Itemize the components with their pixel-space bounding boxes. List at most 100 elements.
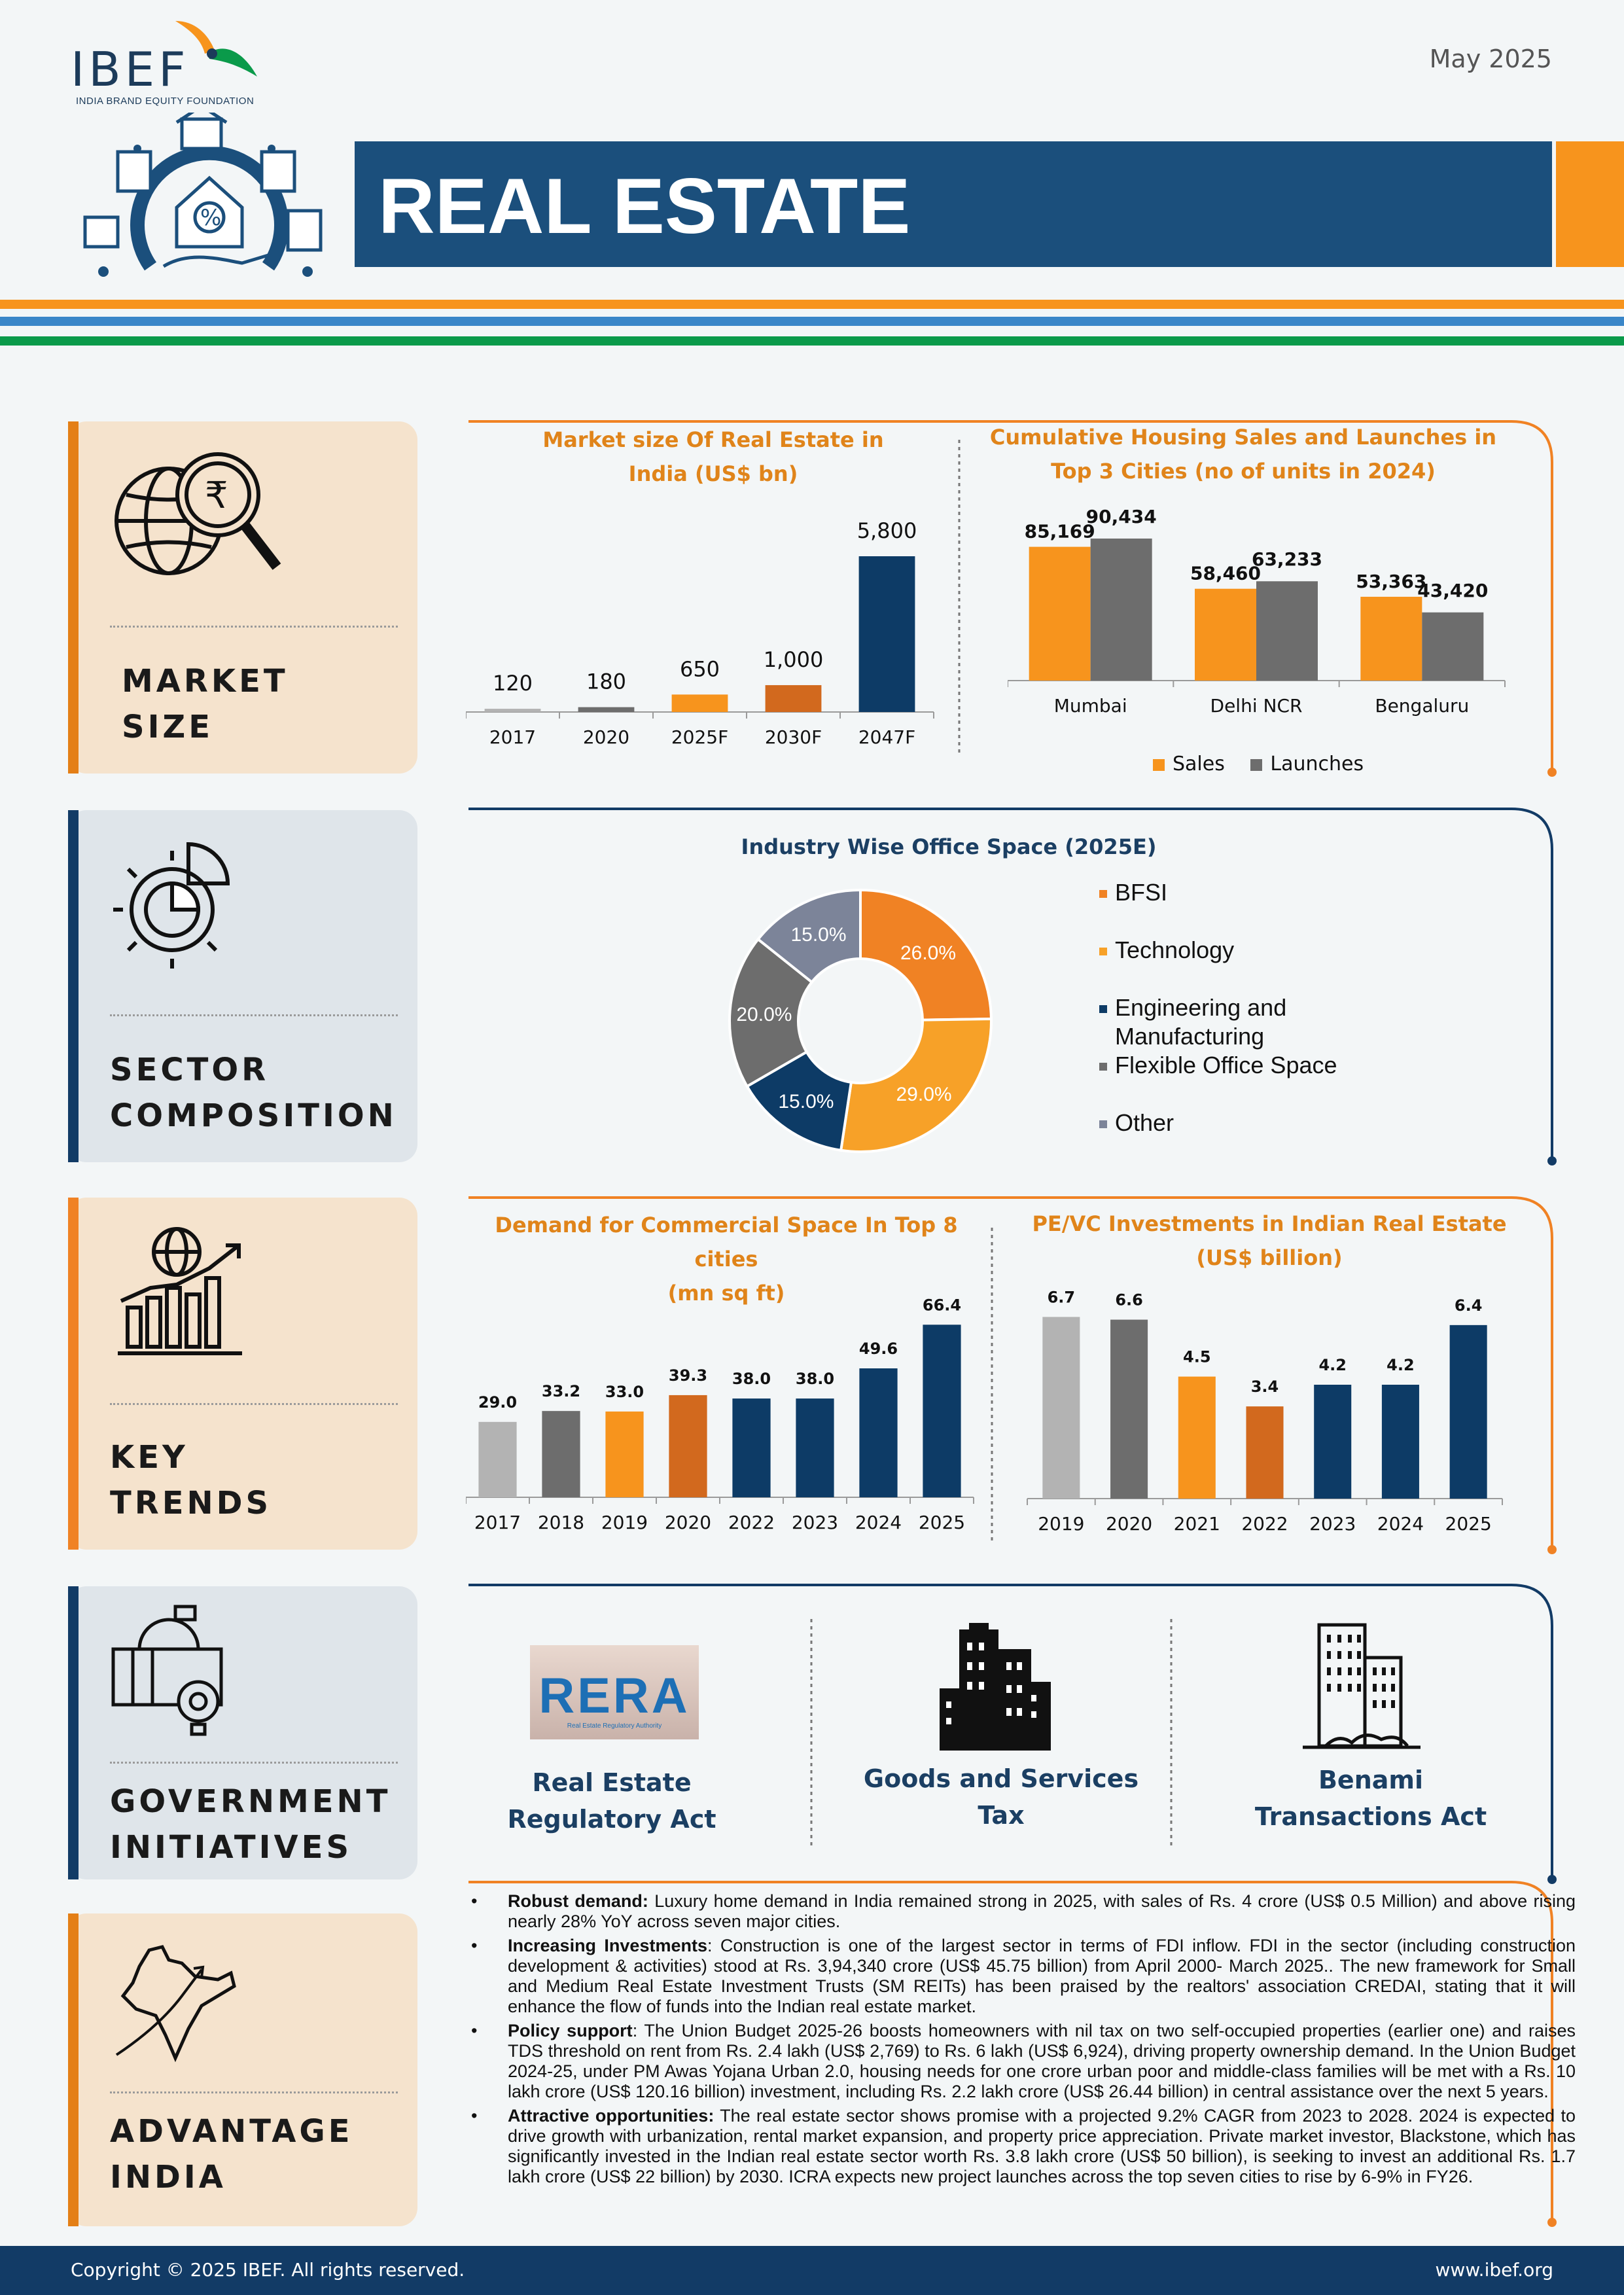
- svg-text:₹: ₹: [205, 474, 228, 517]
- svg-text:%: %: [200, 205, 221, 231]
- government-label: GOVERNMENT INITIATIVES: [110, 1783, 391, 1866]
- benami-label: Benami Transactions Act: [1254, 1766, 1487, 1831]
- bar: [669, 1395, 707, 1497]
- data-label: 66.4: [923, 1296, 961, 1314]
- x-tick-label: 2023: [792, 1512, 838, 1533]
- green-stripe: [0, 336, 1624, 346]
- x-tick-label: 2019: [1038, 1513, 1084, 1535]
- tower-icon: [1303, 1623, 1421, 1749]
- data-label: 39.3: [669, 1366, 707, 1385]
- advantage-list: • Robust demand: Luxury home demand in In…: [466, 1891, 1576, 2191]
- data-label: 1,000: [764, 647, 824, 672]
- key-trends-divider: [110, 1403, 398, 1405]
- key-trends-panel: [68, 1198, 417, 1550]
- orange-stripe: [0, 300, 1624, 309]
- website-link[interactable]: www.ibef.org: [1435, 2259, 1553, 2281]
- x-tick-label: 2021: [1174, 1513, 1220, 1535]
- legend-sales: Sales: [1153, 753, 1225, 775]
- data-label: 38.0: [732, 1370, 771, 1388]
- data-label: 43,420: [1417, 580, 1488, 601]
- advantage-panel: [68, 1913, 417, 2226]
- data-label: 120: [493, 671, 533, 696]
- bar: [1360, 596, 1422, 681]
- data-label: 90,434: [1086, 506, 1157, 527]
- slice-label: 29.0%: [896, 1084, 952, 1105]
- legend-engineering: Engineering and Manufacturing: [1099, 993, 1286, 1051]
- rera-logo-subtext: Real Estate Regulatory Authority: [567, 1722, 662, 1730]
- sector-composition-label: SECTOR COMPOSITION: [110, 1052, 397, 1134]
- bar: [605, 1411, 644, 1497]
- legend-other-swatch: [1099, 1120, 1107, 1129]
- data-label: 49.6: [859, 1340, 898, 1358]
- bar: [1449, 1325, 1487, 1499]
- x-tick-label: 2025: [1445, 1513, 1492, 1535]
- pevc-chart-title: PE/VC Investments in Indian Real Estate …: [1032, 1211, 1507, 1270]
- x-tick-label: 2020: [583, 726, 629, 748]
- bar: [858, 556, 915, 712]
- x-tick-label: Mumbai: [1054, 695, 1127, 717]
- government-panel: [68, 1586, 417, 1879]
- x-tick-label: 2022: [1241, 1513, 1288, 1535]
- commercial-demand-chart: 29.0 2017 33.2 2018 33.0 2019 39.3 2020 38.0 2022…: [466, 1296, 974, 1533]
- advantage-item: • Robust demand: Luxury home demand in In…: [471, 1891, 1576, 1931]
- report-date: May 2025: [1429, 44, 1552, 73]
- key-trends-label: KEY TRENDS: [110, 1439, 272, 1521]
- bar: [732, 1398, 771, 1497]
- government-accent: [68, 1586, 79, 1879]
- advantage-accent: [68, 1913, 79, 2226]
- page-title: REAL ESTATE: [378, 162, 911, 250]
- bar: [1422, 612, 1484, 681]
- bar: [1178, 1376, 1216, 1499]
- slice-label: 15.0%: [790, 924, 846, 946]
- data-label: 6.6: [1115, 1291, 1143, 1309]
- legend-engineering-swatch: [1099, 1005, 1107, 1014]
- x-tick-label: 2024: [1377, 1513, 1424, 1535]
- donut-slice: [728, 937, 814, 1088]
- bar: [1314, 1385, 1352, 1499]
- donut-slice: [756, 888, 862, 984]
- advantage-item: • Policy support: The Union Budget 2025-2…: [471, 2021, 1576, 2101]
- advantage-divider: [110, 2091, 398, 2093]
- real-estate-illustration-icon: %: [83, 113, 323, 277]
- sector-composition-accent: [68, 810, 79, 1162]
- bar: [478, 1421, 517, 1497]
- legend-flexible-swatch: [1099, 1063, 1107, 1071]
- rera-act-label: Real Estate Regulatory Act: [507, 1768, 716, 1834]
- rera-logo-text: RERA: [538, 1668, 690, 1724]
- legend-launches: Launches: [1250, 753, 1364, 775]
- advantage-item: • Increasing Investments: Construction is…: [471, 1936, 1576, 2016]
- data-label: 3.4: [1251, 1378, 1279, 1396]
- office-space-donut-chart: 26.0% 29.0% 15.0% 20.0% 15.0%: [728, 888, 993, 1153]
- bar: [859, 1368, 898, 1497]
- bar: [1090, 538, 1152, 681]
- sector-composition-divider: [110, 1014, 398, 1016]
- blue-stripe: [0, 317, 1624, 326]
- copyright-text: Copyright © 2025 IBEF. All rights reserv…: [71, 2259, 465, 2281]
- bar: [671, 694, 728, 712]
- data-label: 4.5: [1183, 1348, 1211, 1366]
- bar: [796, 1398, 834, 1497]
- bar: [1246, 1406, 1284, 1499]
- x-tick-label: 2022: [728, 1512, 775, 1533]
- bar: [1195, 588, 1256, 681]
- india-map-icon: [115, 1945, 236, 2063]
- slice-label: 26.0%: [900, 942, 956, 964]
- rera-logo: RERA Real Estate Regulatory Authority: [530, 1645, 699, 1739]
- data-label: 29.0: [478, 1393, 517, 1412]
- x-tick-label: 2020: [665, 1512, 711, 1533]
- x-tick-label: 2024: [855, 1512, 902, 1533]
- bar: [578, 707, 635, 712]
- bar: [765, 685, 822, 712]
- legend-technology: Technology: [1099, 936, 1234, 965]
- donut-slice: [859, 888, 993, 1022]
- legend-technology-swatch: [1099, 948, 1107, 956]
- data-label: 33.0: [605, 1383, 644, 1401]
- x-tick-label: 2020: [1106, 1513, 1152, 1535]
- legend-sales-swatch: [1153, 758, 1165, 771]
- legend-bfsi: BFSI: [1099, 878, 1167, 907]
- x-tick-label: Delhi NCR: [1210, 695, 1303, 717]
- market-size-label: MARKET SIZE: [122, 663, 289, 745]
- data-label: 180: [586, 669, 626, 694]
